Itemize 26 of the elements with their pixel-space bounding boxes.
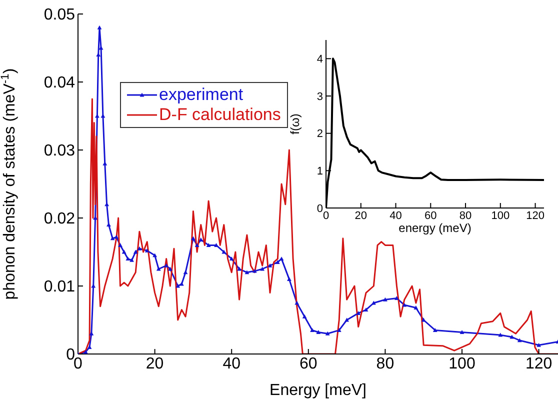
y-tick-label: 0.05 bbox=[44, 6, 76, 24]
x-tick-label: 80 bbox=[376, 355, 394, 372]
x-tick-label: 60 bbox=[424, 210, 437, 222]
x-axis-title: Energy [meV] bbox=[270, 382, 366, 399]
y-tick-label: 0.02 bbox=[44, 210, 76, 228]
y-tick-label: 2 bbox=[316, 128, 323, 140]
x-tick-label: 20 bbox=[146, 355, 164, 372]
x-tick-label: 60 bbox=[300, 355, 318, 372]
y-axis-title: f(ω) bbox=[288, 114, 302, 134]
y-tick-label: 3 bbox=[316, 90, 323, 103]
legend-label: D-F calculations bbox=[159, 105, 281, 125]
y-tick-label: 1 bbox=[316, 166, 323, 178]
x-tick-label: 40 bbox=[390, 210, 402, 222]
x-tick-label: 80 bbox=[459, 210, 472, 222]
x-tick-label: 120 bbox=[526, 210, 544, 222]
y-tick-label: 0.03 bbox=[44, 142, 76, 160]
x-tick-label: 100 bbox=[448, 355, 476, 372]
y-tick-label: 4 bbox=[316, 54, 323, 66]
x-tick-label: 20 bbox=[354, 210, 368, 222]
x-axis-title: energy (meV) bbox=[398, 221, 472, 235]
legend-label: experiment bbox=[159, 85, 244, 105]
x-tick-label: 120 bbox=[525, 355, 552, 372]
x-tick-label: 40 bbox=[222, 355, 241, 372]
y-tick-label: 0.01 bbox=[44, 278, 76, 296]
y-tick-label: 0.04 bbox=[44, 74, 76, 92]
x-tick-label: 100 bbox=[491, 210, 510, 222]
